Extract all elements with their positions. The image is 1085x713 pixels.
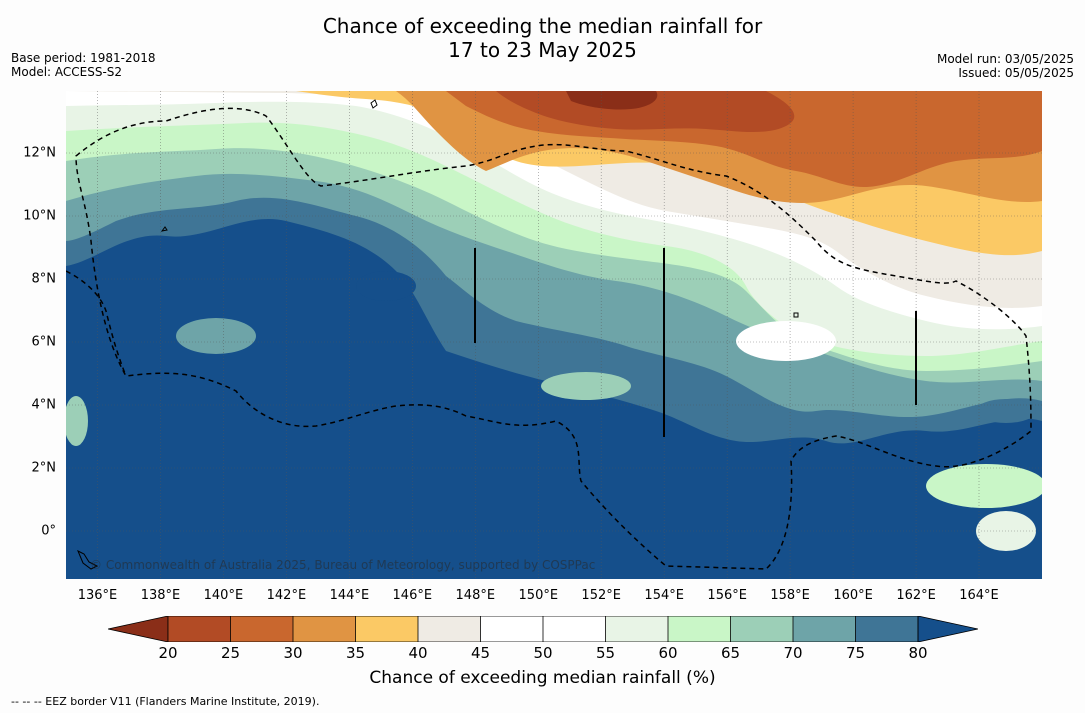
colorbar-25-30 [230,616,293,642]
colorbar-35-40 [355,616,418,642]
rainfall-map [66,91,1042,579]
meta-left: Base period: 1981-2018 Model: ACCESS-S2 [11,51,156,79]
cbar-tick-35: 35 [345,644,366,662]
copyright-text: © Commonwealth of Australia 2025, Bureau… [90,558,596,572]
boundary-lines [474,248,917,437]
colorbar-20-25 [168,616,231,642]
lon-label-144: 144°E [329,588,370,603]
title-line-1: Chance of exceeding the median rainfall … [322,14,763,38]
lon-label-160: 160°E [833,588,873,603]
colorbar-70-75 [793,616,856,642]
colorbar-60-65 [668,616,731,642]
blob-green-left [66,396,88,446]
lon-label-148: 148°E [455,588,496,603]
lon-label-152: 152°E [581,588,621,603]
blob-green-right [926,464,1042,508]
cbar-tick-50: 50 [533,644,553,662]
lon-label-142: 142°E [266,588,307,603]
cbar-tick-60: 60 [658,644,678,662]
lon-label-154: 154°E [644,588,684,603]
colorbar-high-arrow [917,616,978,642]
blob-white-right [976,511,1036,551]
cbar-tick-40: 40 [408,644,428,662]
cbar-tick-80: 80 [908,644,928,662]
colorbar-55-60 [605,616,668,642]
colorbar-75-80 [855,616,918,642]
gridlines [66,91,1042,579]
cbar-tick-55: 55 [595,644,616,662]
lon-label-156: 156°E [707,588,747,603]
base-period: Base period: 1981-2018 [11,51,156,65]
cbar-tick-70: 70 [783,644,803,662]
blob-green-2 [541,372,631,400]
islands [77,99,799,570]
lat-label-4n: 4°N [31,397,57,413]
cbar-tick-20: 20 [158,644,178,662]
lon-label-138: 138°E [140,588,181,603]
lon-label-150: 150°E [518,588,559,603]
cbar-tick-25: 25 [220,644,241,662]
lon-label-164: 164°E [959,588,999,603]
issued-date: Issued: 05/05/2025 [958,66,1074,80]
eez-footnote: -- -- -- EEZ border V11 (Flanders Marine… [11,695,320,708]
colorbar [108,616,978,642]
lon-label-140: 140°E [203,588,244,603]
lon-label-146: 146°E [392,588,433,603]
lon-label-158: 158°E [770,588,810,603]
title-line-2: 17 to 23 May 2025 [448,38,637,62]
cbar-tick-45: 45 [470,644,491,662]
map-title: Chance of exceeding the median rainfall … [0,14,1085,62]
blob-teal-right [976,399,1036,423]
lat-label-0: 0° [41,523,56,539]
colorbar-65-70 [730,616,793,642]
colorbar-30-35 [293,616,356,642]
model-run: Model run: 03/05/2025 [936,52,1074,66]
lat-label-8n: 8°N [31,271,57,287]
lat-label-6n: 6°N [31,334,57,350]
lat-label-12n: 12°N [23,145,56,161]
blob-dark-1 [356,271,416,301]
cbar-tick-65: 65 [720,644,741,662]
cbar-tick-75: 75 [845,644,866,662]
band-25 [496,91,795,133]
band-20 [566,91,658,110]
lon-label-136: 136°E [77,588,118,603]
blob-white-1 [736,321,836,361]
colorbar-label: Chance of exceeding median rainfall (%) [369,668,716,688]
blob-green-1 [176,318,256,354]
lat-label-2n: 2°N [31,460,57,476]
model-name: Model: ACCESS-S2 [11,65,123,79]
eez-borders [66,107,1032,570]
colorbar-45-50 [480,616,543,642]
meta-right: Model run: 03/05/2025 Issued: 05/05/2025 [937,52,1074,80]
colorbar-50-55 [543,616,606,642]
colorbar-40-45 [418,616,481,642]
cbar-tick-30: 30 [283,644,303,662]
colorbar-low-arrow [108,616,169,642]
lon-label-162: 162°E [896,588,936,603]
lat-label-10n: 10°N [23,208,56,224]
